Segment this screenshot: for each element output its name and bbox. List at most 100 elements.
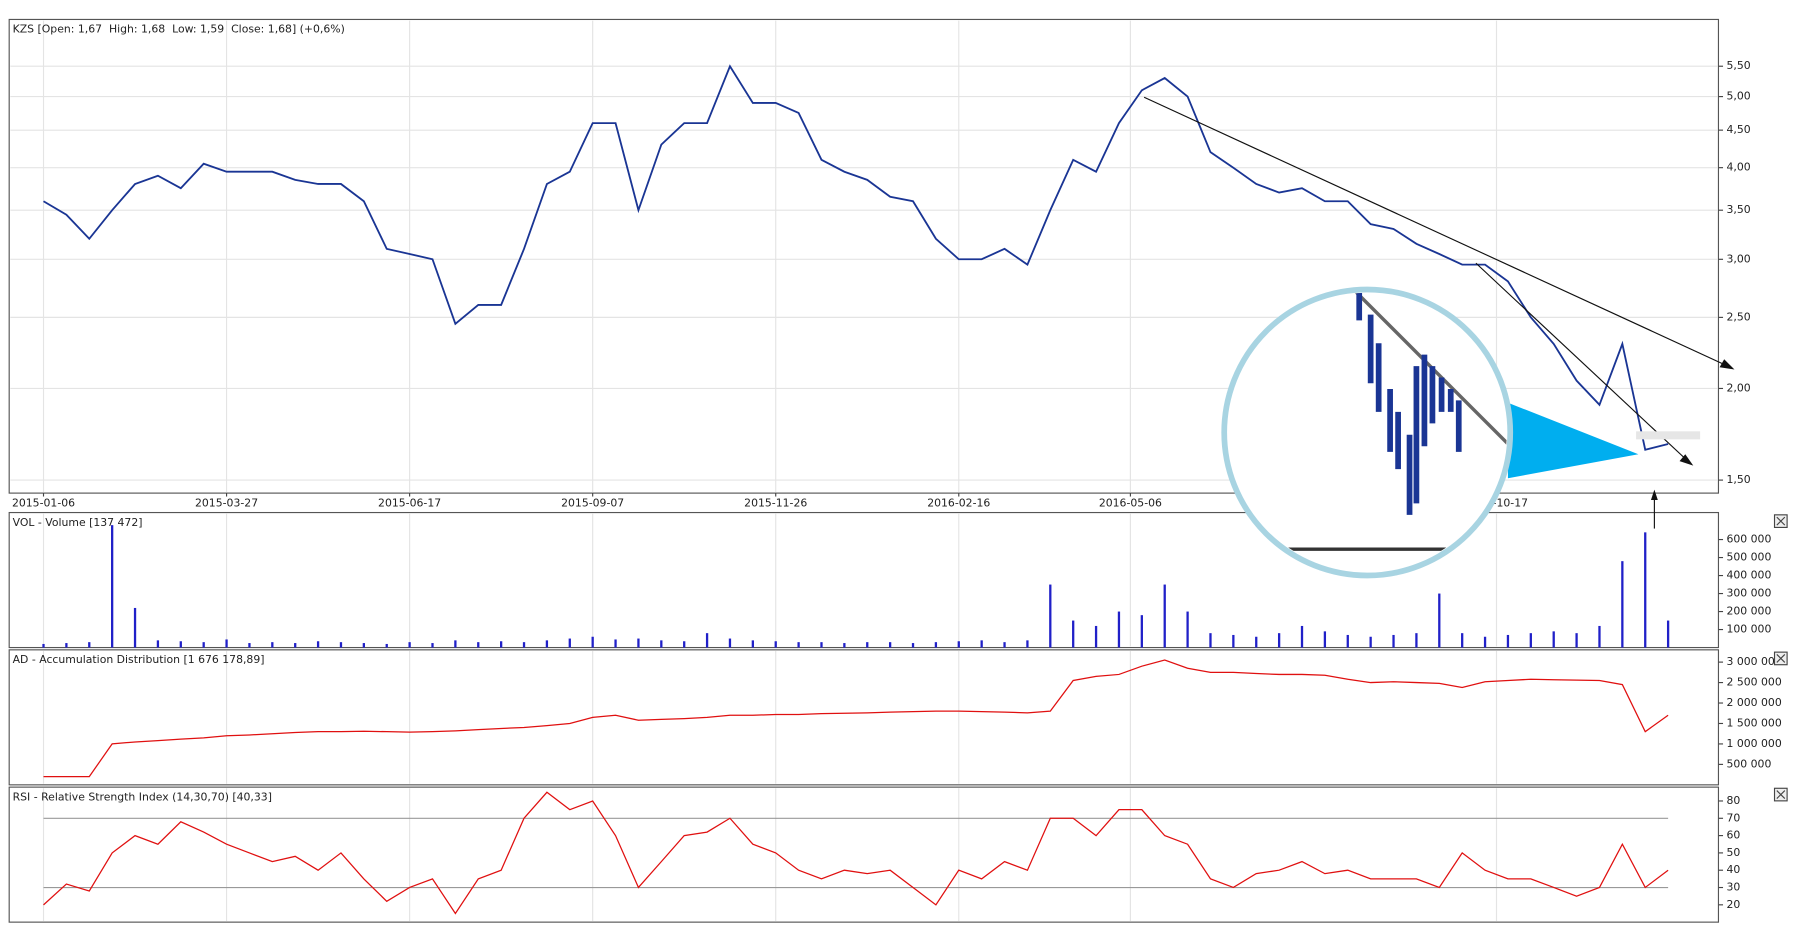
y-tick-label: 2,00 [1726, 381, 1750, 394]
volume-bar [1049, 584, 1052, 648]
y-tick-label: 500 000 [1726, 757, 1771, 770]
magnified-trend [1354, 292, 1507, 459]
volume-bar [362, 643, 365, 648]
volume-bar [454, 640, 457, 648]
volume-bar [111, 525, 114, 648]
y-tick-label: 5,50 [1726, 59, 1750, 72]
volume-bar [248, 643, 251, 648]
trend-line [1143, 96, 1726, 366]
volume-bar [934, 642, 938, 648]
close-button[interactable] [1773, 787, 1788, 802]
volume-bar [294, 643, 297, 648]
volume-bar [1392, 634, 1395, 648]
volume-bar [1186, 611, 1189, 648]
x-tick-label: 2015-06-17 [378, 496, 441, 509]
y-tick-label: 20 [1726, 898, 1740, 911]
data-line [43, 64, 1669, 451]
volume-bar [1369, 636, 1372, 648]
data-line [43, 791, 1669, 915]
volume-bar [1666, 620, 1670, 648]
volume-bar [1483, 636, 1487, 648]
close-button[interactable] [1773, 651, 1788, 666]
volume-bar [911, 643, 915, 648]
zoom-pointer [1507, 402, 1639, 479]
volume-bar [1461, 633, 1464, 648]
volume-bar [614, 639, 617, 648]
panel [8, 649, 1720, 786]
magnifier [1221, 286, 1514, 579]
y-tick-label: 200 000 [1726, 605, 1771, 618]
panel [8, 786, 1720, 923]
volume-bar [385, 643, 388, 648]
magnified-detail [1269, 292, 1507, 551]
volume-bar [1575, 633, 1578, 648]
volume-bar [545, 640, 549, 648]
volume-bar [1323, 631, 1327, 648]
volume-bar [957, 641, 960, 648]
volume-bar [637, 638, 640, 648]
y-tick-label: 2 000 000 [1726, 696, 1781, 709]
volume-bar [1415, 633, 1418, 648]
x-tick-label: 2016-05-06 [1099, 496, 1162, 509]
volume-bar [1621, 561, 1624, 648]
volume-bar [1598, 625, 1601, 648]
x-tick-label: 2016-02-16 [927, 496, 990, 509]
y-tick-label: 2 500 000 [1726, 676, 1781, 689]
data-line [43, 659, 1669, 778]
y-tick-label: 60 [1726, 829, 1740, 842]
y-tick-label: 3,50 [1726, 203, 1750, 216]
close-button[interactable] [1773, 514, 1788, 528]
volume-bar [1003, 642, 1006, 648]
volume-bar [179, 641, 182, 648]
arrow-head [1679, 454, 1694, 466]
x-tick-label: 2015-01-06 [12, 496, 75, 509]
volume-bar [980, 640, 983, 648]
panel-title: RSI - Relative Strength Index (14,30,70)… [13, 790, 272, 803]
volume-bar [225, 639, 228, 648]
volume-bar [1072, 620, 1075, 648]
y-tick-label: 400 000 [1726, 569, 1771, 582]
y-tick-label: 80 [1726, 794, 1740, 807]
volume-bar [1277, 633, 1281, 648]
y-tick-label: 50 [1726, 846, 1740, 859]
arrow-head [1650, 489, 1658, 500]
y-tick-label: 300 000 [1726, 587, 1771, 600]
panel-title: VOL - Volume [137 472] [13, 516, 143, 529]
y-tick-label: 100 000 [1726, 623, 1771, 636]
volume-bar [42, 643, 45, 648]
volume-bar [408, 642, 411, 648]
volume-bar [1094, 625, 1098, 648]
volume-bar [568, 638, 571, 648]
y-tick-label: 40 [1726, 863, 1740, 876]
volume-bar [888, 642, 892, 648]
volume-bar [797, 642, 800, 648]
volume-bar [774, 641, 777, 648]
volume-bar [591, 636, 594, 648]
volume-bar [522, 642, 526, 648]
panel-title: AD - Accumulation Distribution [1 676 17… [13, 653, 265, 666]
y-tick-label: 600 000 [1726, 533, 1771, 546]
volume-bar [1117, 611, 1121, 648]
annotations [1143, 96, 1788, 802]
magnified-candles [1356, 292, 1462, 515]
y-tick-label: 5,00 [1726, 90, 1750, 103]
y-tick-label: 3,00 [1726, 252, 1750, 265]
volume-bar [477, 642, 480, 648]
volume-bar [1026, 640, 1029, 648]
x-tick-label: 2015-03-27 [195, 496, 258, 509]
volume-bar [751, 640, 754, 648]
volume-bar [65, 643, 68, 648]
volume-bar [1644, 532, 1647, 648]
volume-bar [1255, 636, 1258, 648]
volume-bar [156, 640, 160, 648]
volume-bar [500, 641, 503, 648]
volume-bar [1232, 634, 1235, 648]
volume-bar [1506, 634, 1510, 648]
y-tick-label: 2,50 [1726, 310, 1750, 323]
panel-title: KZS [Open: 1,67 High: 1,68 Low: 1,59 Clo… [13, 23, 345, 36]
y-tick-label: 4,50 [1726, 123, 1750, 136]
volume-bar [1163, 584, 1166, 648]
volume-bar [339, 642, 343, 648]
